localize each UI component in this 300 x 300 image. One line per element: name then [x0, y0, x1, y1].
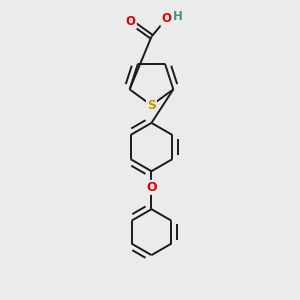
Text: O: O	[146, 181, 157, 194]
Text: O: O	[126, 15, 136, 28]
Text: S: S	[147, 99, 156, 112]
Text: O: O	[161, 13, 171, 26]
Text: H: H	[173, 10, 183, 22]
